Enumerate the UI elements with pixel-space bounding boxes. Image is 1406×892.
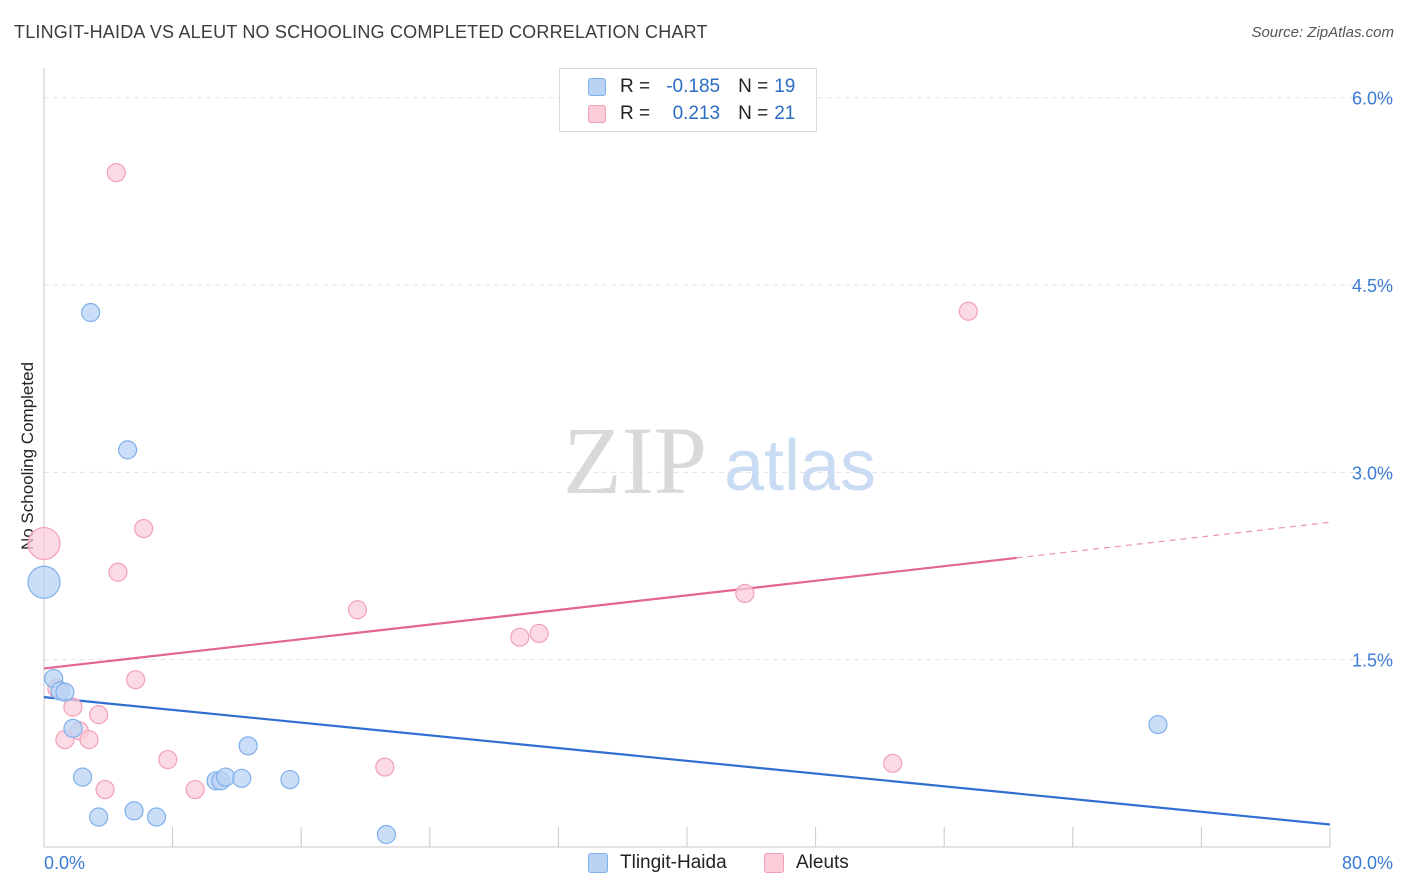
aleuts-point xyxy=(185,779,205,800)
aleuts-point xyxy=(134,518,154,539)
aleuts-legend-label: Aleuts xyxy=(796,852,849,873)
legend-n-label: N = xyxy=(738,76,769,97)
y-tick-label: 4.5% xyxy=(1352,276,1393,296)
legend-row-aleuts: R = 0.213 N = 21 xyxy=(560,101,795,127)
aleuts-point xyxy=(63,697,83,717)
legend-row-tlingit-haida: R = -0.185 N = 19 xyxy=(560,74,795,100)
source-label: Source: ZipAtlas.com xyxy=(1251,24,1394,41)
legend-r-value: 0.213 xyxy=(672,103,721,124)
tlingit-haida-point xyxy=(72,767,93,787)
tlingit-haida-point xyxy=(216,767,236,787)
tlingit-haida-legend-label: Tlingit-Haida xyxy=(620,852,727,873)
tlingit-haida-swatch xyxy=(588,78,606,96)
y-tick-label: 3.0% xyxy=(1352,463,1393,483)
tlingit-haida-point xyxy=(238,736,258,756)
aleuts-point xyxy=(95,779,115,800)
bottom-legend-tlingit-haida[interactable]: Tlingit-Haida xyxy=(588,852,727,874)
legend-n-value: 19 xyxy=(774,76,796,97)
aleuts-point xyxy=(529,623,549,644)
aleuts-point xyxy=(27,526,61,561)
trend-line-ext-1 xyxy=(1016,521,1331,559)
tlingit-haida-point xyxy=(117,440,138,460)
aleuts-point xyxy=(883,753,903,773)
tlingit-haida-point xyxy=(146,807,167,827)
aleuts-point xyxy=(510,627,530,647)
tick-labels: 1.5% 3.0% 4.5% 6.0% 0.0% 80.0% xyxy=(44,89,1393,873)
aleuts-point xyxy=(347,600,368,620)
y-tick-label: 6.0% xyxy=(1352,89,1393,109)
legend-box: R = -0.185 N = 19 R = 0.213 N = 21 xyxy=(559,68,817,132)
legend-r-label: R = xyxy=(620,76,651,97)
aleuts-point xyxy=(126,670,146,690)
trend-line-1 xyxy=(43,556,1017,670)
watermark-zip: ZIP xyxy=(563,407,707,514)
aleuts-legend-swatch xyxy=(764,853,784,873)
tlingit-haida-point xyxy=(124,801,144,821)
bottom-legend-aleuts[interactable]: Aleuts xyxy=(764,852,849,874)
x-tick-label-start: 0.0% xyxy=(44,853,85,873)
aleuts-point xyxy=(106,163,126,183)
tlingit-haida-point xyxy=(232,768,252,788)
legend-n-label: N = xyxy=(738,103,769,124)
legend-r-value: -0.185 xyxy=(666,76,721,97)
aleuts-point xyxy=(79,730,99,750)
aleuts-point xyxy=(108,562,128,582)
legend-n-value: 21 xyxy=(774,103,796,124)
tlingit-haida-point xyxy=(280,769,300,790)
tlingit-haida-point xyxy=(27,565,61,599)
aleuts-point xyxy=(735,583,755,604)
watermark-atlas: atlas xyxy=(724,426,876,506)
chart-title: TLINGIT-HAIDA VS ALEUT NO SCHOOLING COMP… xyxy=(14,22,708,42)
data-points xyxy=(27,163,1168,845)
y-tick-label: 1.5% xyxy=(1352,651,1393,671)
tlingit-haida-point xyxy=(63,718,83,738)
tlingit-haida-point xyxy=(376,824,396,845)
tlingit-haida-point xyxy=(55,682,75,702)
tlingit-haida-point xyxy=(89,807,109,827)
tlingit-haida-point xyxy=(81,302,101,323)
trend-lines xyxy=(43,521,1331,826)
aleuts-point xyxy=(958,301,978,321)
aleuts-point xyxy=(375,757,395,777)
x-tick-label-end: 80.0% xyxy=(1342,853,1393,873)
tlingit-haida-point xyxy=(1148,715,1168,735)
legend-r-label: R = xyxy=(620,103,651,124)
trend-line-0 xyxy=(43,696,1331,826)
aleuts-point xyxy=(89,705,109,725)
tlingit-haida-legend-swatch xyxy=(588,853,608,873)
gridlines xyxy=(44,97,1390,661)
aleuts-point xyxy=(158,749,178,770)
axes xyxy=(43,68,1331,848)
aleuts-swatch xyxy=(588,105,606,123)
